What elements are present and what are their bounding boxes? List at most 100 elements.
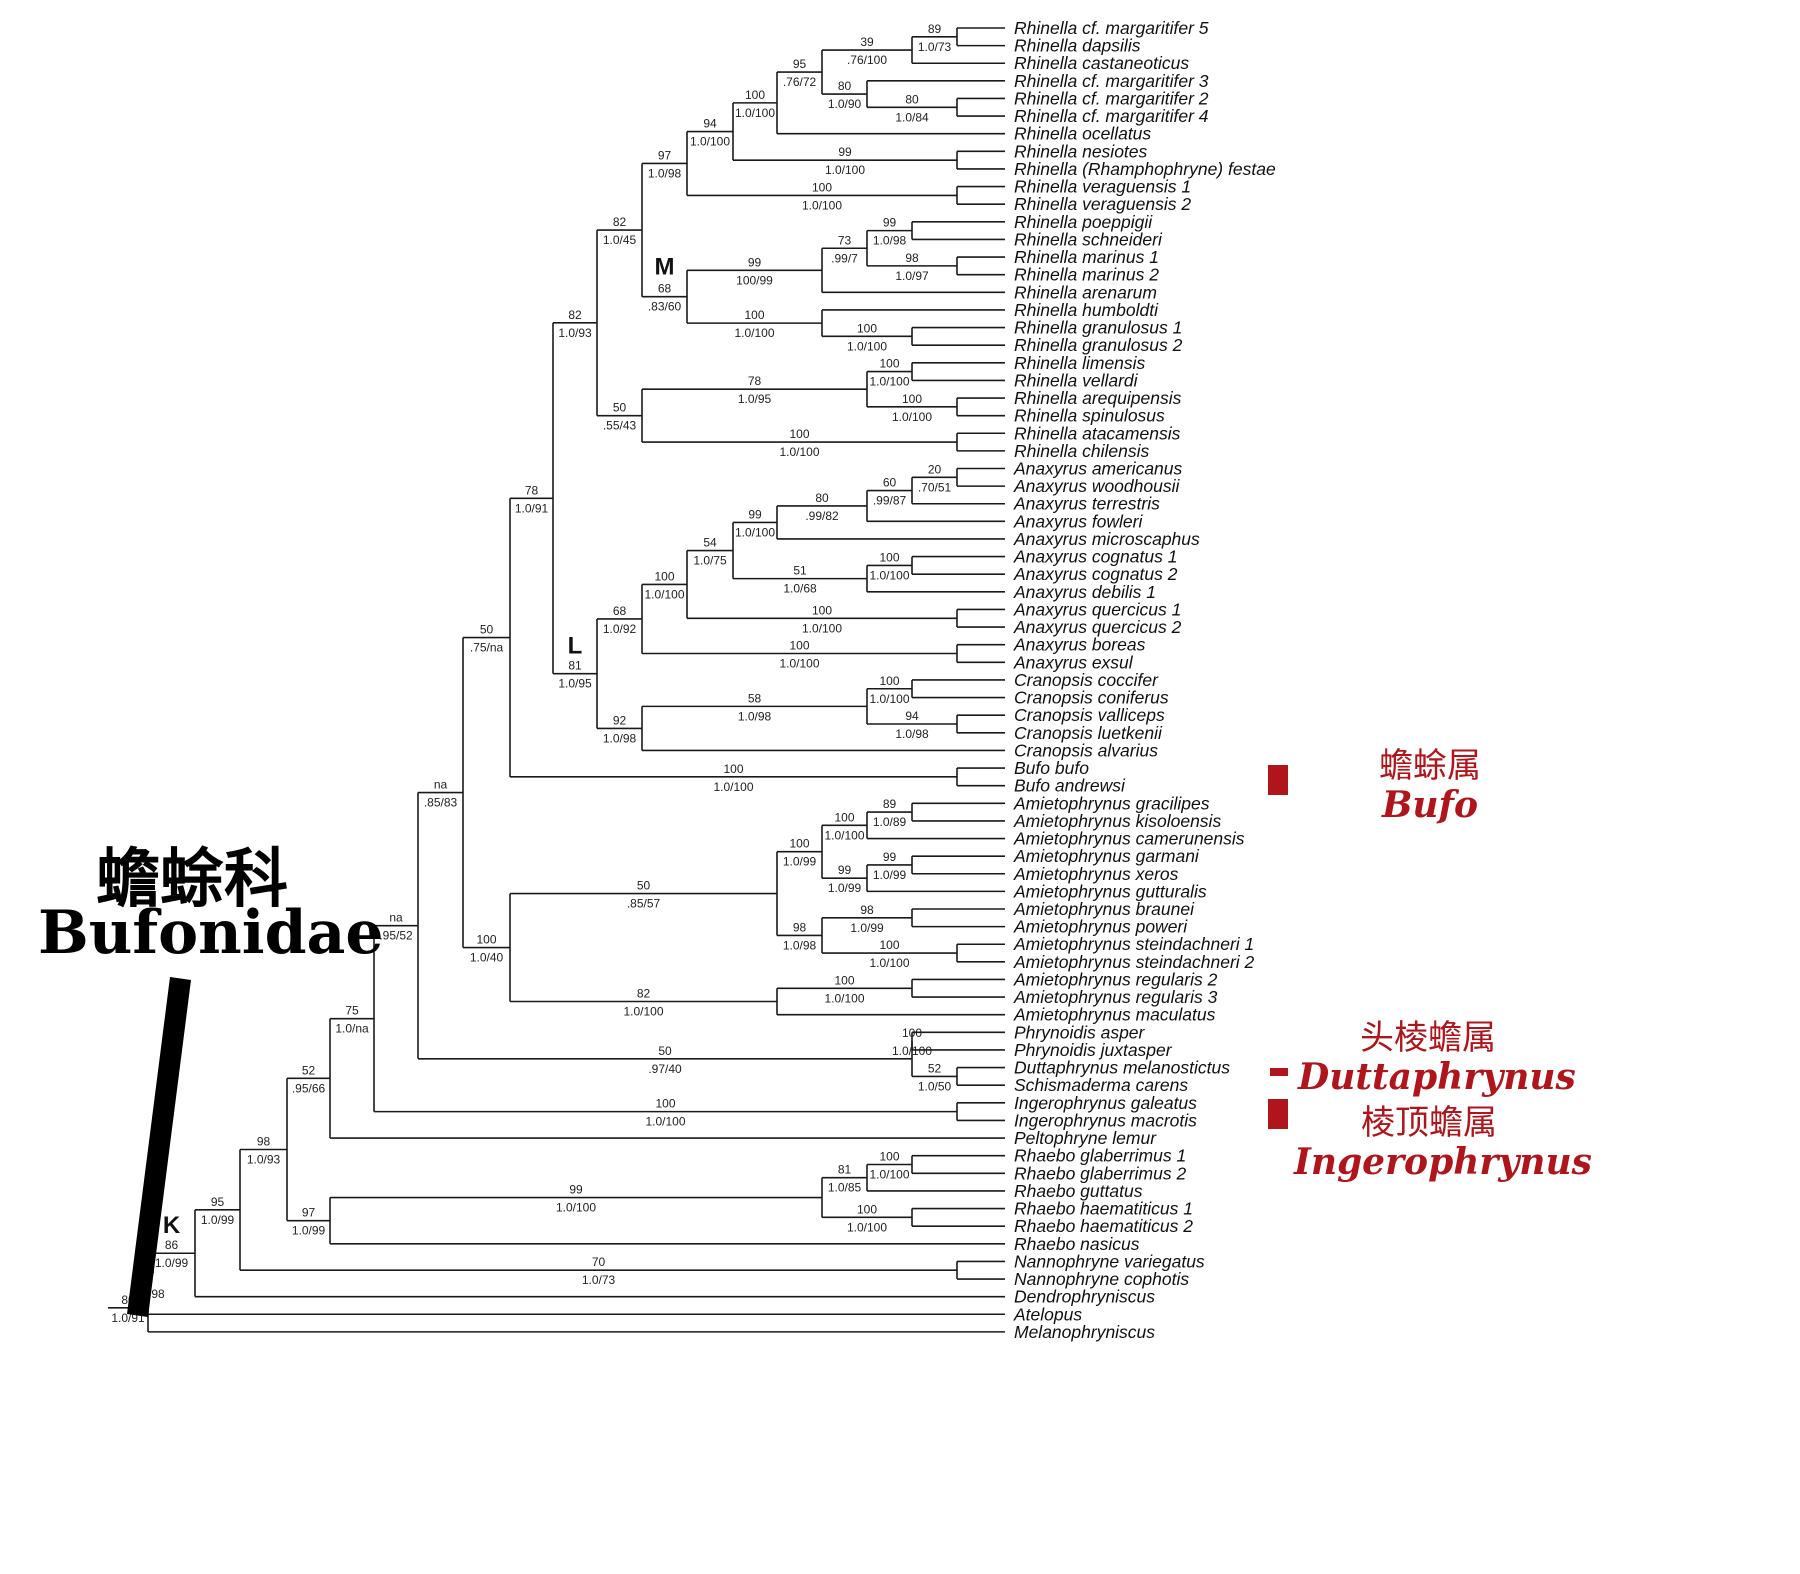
posterior-label: 1.0/98 <box>738 709 772 723</box>
taxon-species: coccifer <box>1093 670 1159 690</box>
posterior-label: 100/99 <box>736 273 773 287</box>
taxon-genus: Anaxyrus <box>1013 511 1087 531</box>
posterior-label: 1.0/100 <box>735 106 775 120</box>
taxon-name: Ingerophrynus galeatus <box>1014 1093 1197 1113</box>
taxon-genus: Rhaebo <box>1014 1234 1076 1254</box>
posterior-label: 1.0/100 <box>869 568 909 582</box>
posterior-label: 1.0/93 <box>247 1153 281 1167</box>
bootstrap-label: 99 <box>569 1183 583 1197</box>
taxon-name: Rhinella humboldti <box>1014 300 1159 320</box>
taxon-name: Rhinella schneideri <box>1014 229 1163 249</box>
genus-bufo-chinese: 蟾蜍属 <box>1379 746 1481 786</box>
taxon-species: chilensis <box>1077 441 1149 461</box>
taxon-species: cf. margaritifer 4 <box>1077 106 1209 126</box>
taxon-species: americanus <box>1087 459 1183 479</box>
bootstrap-label: 82 <box>568 308 582 322</box>
taxon-name: Amietophrynus regularis 3 <box>1013 987 1218 1007</box>
taxon-genus: Rhinella <box>1014 282 1077 302</box>
taxon-name: Rhinella marinus 1 <box>1014 247 1159 267</box>
taxon-species: atacamensis <box>1077 423 1180 443</box>
genus-label-duttaphrynus: 头棱蟾属 Duttaphrynus <box>1298 1010 1576 1097</box>
taxon-genus: Anaxyrus <box>1013 476 1087 496</box>
taxon-species: bufo <box>1050 758 1089 778</box>
taxon-genus: Cranopsis <box>1014 740 1093 760</box>
taxon-species: macrotis <box>1126 1110 1197 1130</box>
posterior-label: 1.0/100 <box>735 525 775 539</box>
taxon-name: Rhinella vellardi <box>1014 370 1139 390</box>
bootstrap-label: 100 <box>879 357 899 371</box>
taxon-genus: Rhinella <box>1014 406 1077 426</box>
taxon-name: Anaxyrus cognatus 2 <box>1013 564 1178 584</box>
taxon-species: lemur <box>1107 1128 1157 1148</box>
taxon-genus: Anaxyrus <box>1013 582 1087 602</box>
taxon-species: cf. margaritifer 2 <box>1077 88 1209 108</box>
posterior-label: 1.0/100 <box>869 692 909 706</box>
posterior-label: 1.0/100 <box>802 621 842 635</box>
taxon-name: Amietophrynus gracilipes <box>1013 793 1210 813</box>
taxon-species: cf. margaritifer 3 <box>1077 71 1209 91</box>
posterior-label: .95/66 <box>292 1081 326 1095</box>
taxon-name: Dendrophryniscus <box>1014 1287 1155 1307</box>
taxon-species: garmani <box>1131 846 1200 866</box>
taxon-species: limensis <box>1077 353 1145 373</box>
taxon-genus: Rhinella <box>1014 353 1077 373</box>
taxon-species: camerunensis <box>1131 829 1245 849</box>
taxon-species: valliceps <box>1093 705 1165 725</box>
taxon-genus: Rhinella <box>1014 300 1077 320</box>
taxon-genus: Bufo <box>1014 776 1050 796</box>
taxon-name: Ingerophrynus macrotis <box>1014 1110 1197 1130</box>
posterior-label: 1.0/98 <box>895 727 929 741</box>
taxon-name: Anaxyrus microscaphus <box>1013 529 1200 549</box>
posterior-label: 1.0/100 <box>690 135 730 149</box>
taxon-name: Amietophrynus steindachneri 2 <box>1013 952 1255 972</box>
bootstrap-label: 100 <box>789 639 809 653</box>
taxon-name: Rhaebo haematiticus 2 <box>1014 1216 1193 1236</box>
bootstrap-label: 52 <box>302 1063 316 1077</box>
posterior-label: .85/83 <box>424 796 458 810</box>
taxon-species: boreas <box>1087 635 1146 655</box>
taxon-name: Amietophrynus garmani <box>1013 846 1200 866</box>
bootstrap-label: 82 <box>613 215 627 229</box>
genus-ingerophrynus-chinese: 棱顶蟾属 <box>1361 1103 1497 1143</box>
bootstrap-label: 78 <box>748 374 762 388</box>
bootstrap-label: 68 <box>613 604 627 618</box>
taxon-genus: Rhinella <box>1014 318 1077 338</box>
genus-marker-ingerophrynus <box>1268 1099 1288 1129</box>
taxon-genus: Rhinella <box>1014 229 1077 249</box>
taxon-genus: Anaxyrus <box>1013 599 1087 619</box>
taxon-genus: Melanophryniscus <box>1014 1322 1155 1342</box>
taxon-name: Rhinella spinulosus <box>1014 406 1165 426</box>
genus-label-ingerophrynus: 棱顶蟾属 Ingerophrynus <box>1294 1095 1592 1182</box>
taxon-name: Anaxyrus quercicus 1 <box>1013 599 1181 619</box>
taxon-name: Amietophrynus poweri <box>1013 917 1188 937</box>
bootstrap-label: 100 <box>879 1149 899 1163</box>
taxon-genus: Cranopsis <box>1014 723 1093 743</box>
taxon-name: Anaxyrus terrestris <box>1013 494 1160 514</box>
taxon-species: marinus 1 <box>1077 247 1159 267</box>
posterior-label: 1.0/100 <box>779 445 819 459</box>
taxon-name: Phrynoidis asper <box>1014 1022 1146 1042</box>
posterior-label: 1.0/73 <box>918 40 952 54</box>
bootstrap-label: 95 <box>793 57 807 71</box>
taxon-name: Rhinella cf. margaritifer 2 <box>1014 88 1209 108</box>
taxon-genus: Anaxyrus <box>1013 564 1087 584</box>
taxon-genus: Cranopsis <box>1014 705 1093 725</box>
bootstrap-label: 100 <box>655 1097 675 1111</box>
bootstrap-label: 99 <box>838 145 852 159</box>
taxon-genus: Anaxyrus <box>1013 494 1087 514</box>
taxon-name: Rhinella granulosus 2 <box>1014 335 1183 355</box>
taxon-name: Cranopsis coniferus <box>1014 688 1169 708</box>
taxon-genus: Rhinella <box>1014 335 1077 355</box>
taxon-species: andrewsi <box>1050 776 1126 796</box>
taxon-genus: Amietophrynus <box>1013 881 1131 901</box>
taxon-genus: Dendrophryniscus <box>1014 1287 1155 1307</box>
bootstrap-label: 80 <box>815 491 829 505</box>
taxon-genus: Anaxyrus <box>1013 529 1087 549</box>
taxon-genus: Amietophrynus <box>1013 969 1131 989</box>
bootstrap-label: 86 <box>165 1238 179 1252</box>
taxon-genus: Amietophrynus <box>1013 987 1131 1007</box>
taxon-species: vellardi <box>1077 370 1138 390</box>
posterior-label: .99/7 <box>831 251 858 265</box>
taxon-name: Anaxyrus debilis 1 <box>1013 582 1156 602</box>
bootstrap-label: 98 <box>860 903 874 917</box>
